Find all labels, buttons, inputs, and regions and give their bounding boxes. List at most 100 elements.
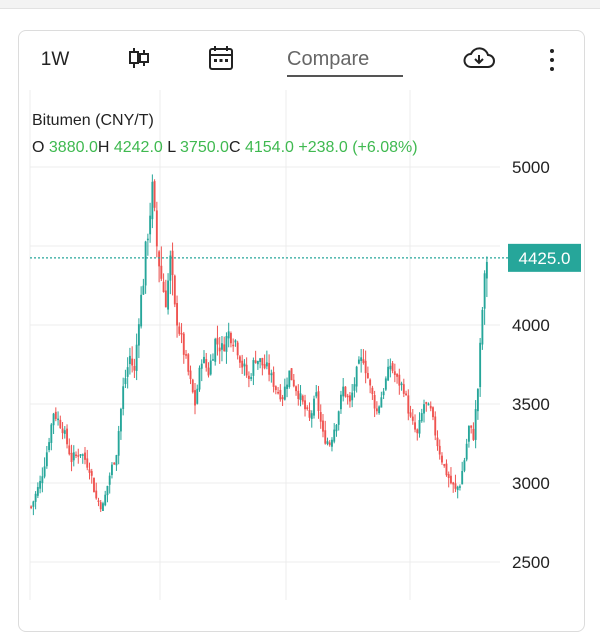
candle-body (32, 501, 35, 507)
candle-body (151, 181, 154, 220)
more-options-button[interactable] (535, 43, 569, 77)
candle-body (30, 506, 33, 508)
candle-body (272, 371, 275, 387)
candle-body (34, 493, 37, 502)
candle-body (119, 408, 122, 432)
candle-body (99, 502, 102, 510)
current-price-label: 4425.0 (519, 249, 571, 268)
candle-body (450, 475, 452, 484)
candle-body (411, 416, 414, 421)
candle-body (456, 486, 459, 491)
candle-body (423, 404, 425, 414)
candle-body (483, 273, 486, 309)
candle-body (84, 452, 86, 460)
chart-title: Bitumen (CNY/T) (32, 112, 154, 129)
price-chart[interactable]: 2500 3000 3500 4000 5000 4425.0 (0, 0, 600, 600)
candle-body (88, 469, 91, 473)
candle-body (268, 362, 271, 375)
candle-body (317, 391, 320, 412)
chart-type-button[interactable] (119, 43, 159, 77)
chart-area[interactable]: 2500 3000 3500 4000 5000 4425.0 (0, 0, 600, 600)
download-button[interactable] (457, 43, 501, 77)
candle-body (149, 215, 152, 235)
candle-body (191, 379, 194, 393)
candle-body (315, 392, 318, 397)
candle-body (254, 360, 257, 363)
candle-body (333, 429, 336, 442)
candle-body (218, 347, 221, 352)
candle-body (306, 407, 309, 409)
candle-body (180, 333, 183, 335)
candle-body (171, 250, 174, 276)
candle-body (146, 238, 149, 241)
candle-body (274, 386, 277, 391)
candle-body (250, 377, 253, 379)
date-range-button[interactable] (201, 43, 241, 77)
candle-body (461, 470, 464, 485)
candles (30, 174, 488, 516)
candle-body (288, 370, 291, 387)
candle-body (265, 362, 268, 367)
candle-body (140, 294, 143, 327)
candle-body (304, 400, 306, 410)
candle-body (292, 379, 295, 387)
open-label: O (32, 139, 45, 156)
interval-button[interactable]: 1W (35, 43, 75, 77)
candle-body (113, 462, 116, 465)
high-label: H (97, 139, 110, 156)
candle-body (169, 255, 172, 281)
candle-body (279, 389, 282, 400)
candle-body (360, 357, 363, 361)
candle-body (389, 365, 392, 370)
candle-body (299, 393, 302, 400)
candle-body (438, 445, 441, 455)
candle-body (182, 333, 185, 355)
candle-body (214, 338, 217, 362)
candle-body (54, 411, 57, 419)
candle-body (164, 290, 167, 308)
change-value: +238.0 (298, 139, 348, 156)
candle-body (52, 413, 55, 426)
candle-body (313, 398, 315, 416)
compare-input[interactable]: Compare (287, 43, 403, 77)
candle-body (68, 445, 71, 455)
open-value: 3880.0 (48, 139, 98, 156)
candle-body (196, 388, 199, 404)
candle-body (364, 360, 367, 374)
candle-body (205, 359, 208, 368)
candle-body (348, 395, 351, 402)
chart-toolbar: 1W (19, 31, 584, 89)
candle-body (225, 336, 228, 352)
y-tick-label: 4000 (512, 316, 550, 335)
candle-body (443, 464, 446, 466)
candle-body (485, 261, 488, 279)
candle-body (61, 428, 64, 434)
candle-body (144, 241, 147, 286)
candle-body (362, 359, 365, 363)
candle-body (328, 442, 331, 446)
low-value: 3750.0 (180, 139, 229, 156)
candle-body (270, 373, 273, 376)
candle-body (173, 275, 176, 305)
candle-body (357, 359, 360, 364)
candle-body (185, 354, 187, 356)
candle-body (263, 364, 266, 369)
y-tick-label: 2500 (512, 553, 550, 572)
candle-body (90, 471, 93, 476)
candle-body (447, 474, 450, 479)
candle-body (117, 431, 120, 456)
candle-body (396, 374, 399, 377)
candle-body (153, 181, 156, 208)
candle-body (301, 395, 304, 402)
candle-body (232, 344, 235, 347)
candle-body (331, 439, 333, 447)
candle-body (158, 251, 161, 267)
candle-body (366, 372, 369, 379)
candle-body (371, 387, 374, 395)
candle-body (281, 397, 284, 400)
candle-body (41, 476, 44, 484)
candle-body (414, 422, 416, 430)
candle-body (189, 370, 192, 380)
candle-body (133, 365, 136, 371)
high-value: 4242.0 (113, 139, 163, 156)
